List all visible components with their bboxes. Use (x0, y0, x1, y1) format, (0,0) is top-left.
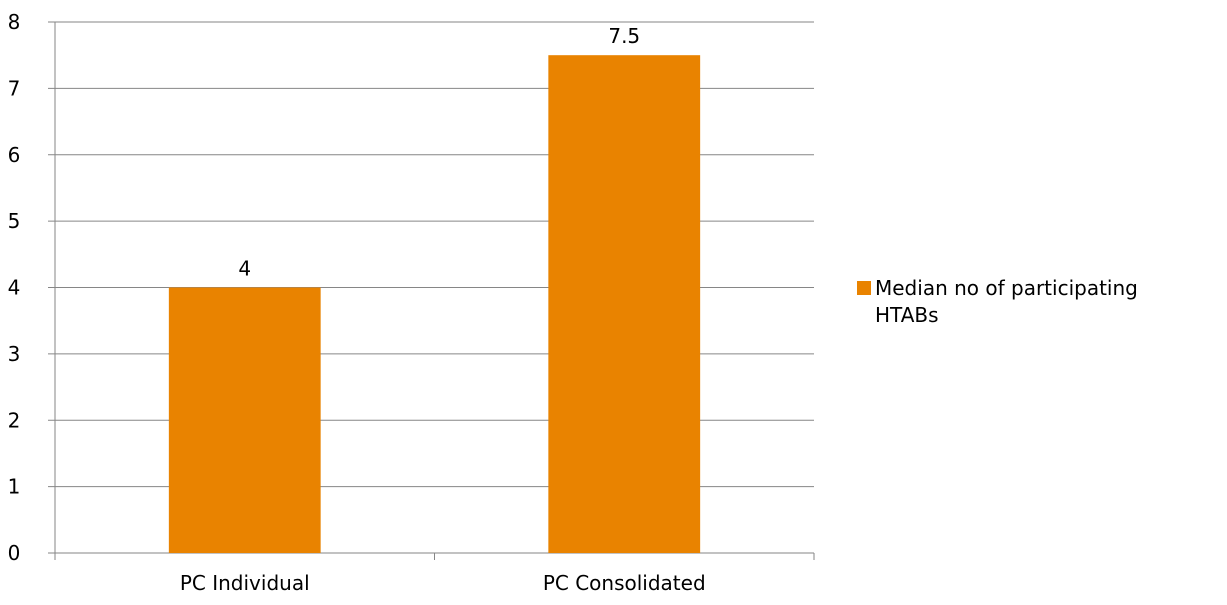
bars (168, 55, 701, 553)
y-tick-label-7: 7 (8, 76, 21, 100)
data-label-0: 4 (238, 257, 251, 281)
x-category-label-0: PC Individual (180, 571, 310, 595)
y-tick-label-4: 4 (8, 276, 21, 300)
y-tick-label-3: 3 (8, 342, 21, 366)
y-tick-label-2: 2 (8, 408, 21, 432)
y-tick-label-8: 8 (8, 10, 21, 34)
labels: 0 1 2 3 4 5 6 7 8 4 PC Individual 7.5 PC Consolidate… (8, 10, 706, 595)
y-tick-label-0: 0 (8, 541, 21, 565)
y-tick-label-1: 1 (8, 475, 21, 499)
legend-label-line-0: Median no of participating (875, 276, 1138, 300)
legend-label-line-1: HTABs (875, 303, 939, 327)
y-tick-label-5: 5 (8, 209, 21, 233)
legend: Median no of participating HTABs (857, 276, 1138, 327)
y-tick-label-6: 6 (8, 143, 21, 167)
bar-1 (548, 55, 701, 553)
x-category-label-1: PC Consolidated (543, 571, 706, 595)
bar-0 (168, 287, 321, 553)
legend-swatch (857, 281, 871, 295)
data-label-1: 7.5 (608, 24, 640, 48)
